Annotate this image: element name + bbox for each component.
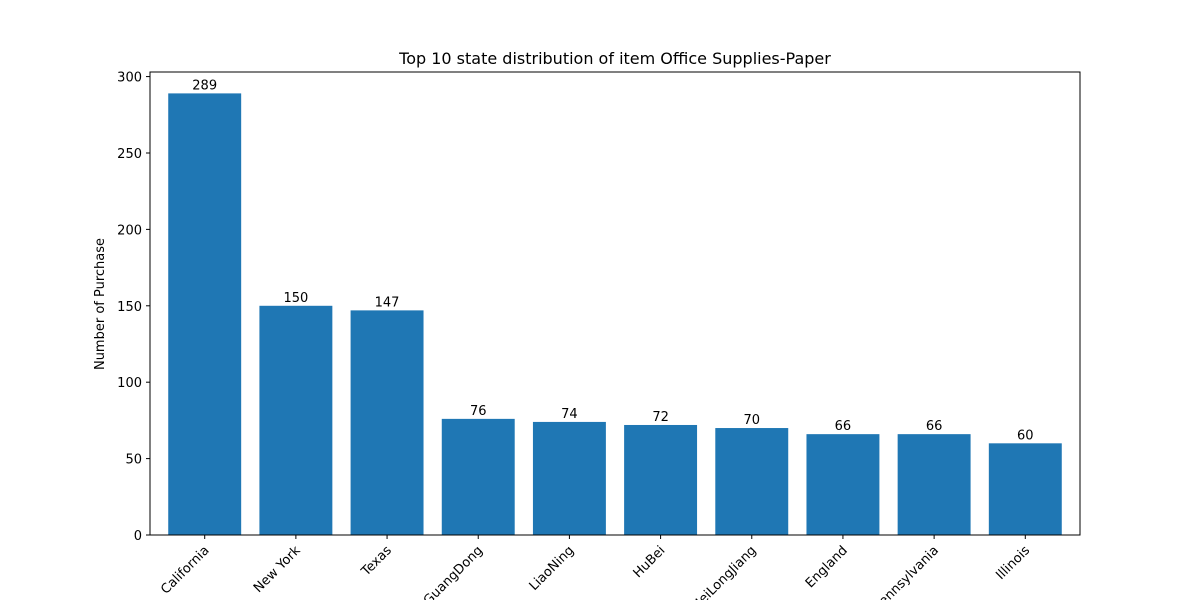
chart-title: Top 10 state distribution of item Office…	[398, 49, 831, 68]
plot-area-frame	[149, 71, 1081, 536]
x-tick-label: New York	[251, 543, 304, 596]
bar	[624, 424, 698, 535]
bar	[259, 305, 333, 535]
x-tick-label: Texas	[358, 543, 395, 580]
x-tick-label: HuBei	[631, 543, 669, 581]
x-tick-label: GuangDong	[421, 543, 486, 600]
bar	[897, 434, 971, 535]
bar-value-label: 76	[470, 404, 487, 419]
y-tick-label: 0	[134, 529, 142, 544]
bar-value-label: 150	[283, 291, 308, 306]
bar	[806, 434, 880, 535]
bar	[168, 93, 242, 536]
bar-value-label: 70	[743, 413, 760, 428]
y-tick-label: 300	[117, 71, 142, 86]
bar-value-label: 72	[652, 410, 669, 425]
y-tick-label: 50	[125, 453, 142, 468]
y-axis-label: Number of Purchase	[93, 238, 108, 370]
bars-group	[168, 93, 1062, 536]
bar	[441, 418, 515, 535]
x-tick-label: Illinois	[993, 543, 1033, 583]
x-tick-label: HeiLongJiang	[689, 543, 760, 600]
data-labels-group: 289 150 147 76 74 72 70 66 66 60	[192, 78, 1033, 443]
bar-value-label: 289	[192, 78, 217, 93]
x-axis-ticks: California New York Texas GuangDong LiaoNing…	[158, 535, 1033, 600]
bar-value-label: 147	[375, 295, 400, 310]
y-axis-ticks: 0 50 100 150 200 250 300	[117, 71, 150, 544]
bar-value-label: 66	[926, 419, 943, 434]
bar	[988, 443, 1062, 535]
bar-value-label: 74	[561, 407, 578, 422]
x-tick-label: England	[803, 543, 851, 591]
x-tick-label: Pennsylvania	[871, 543, 942, 600]
y-tick-label: 200	[117, 223, 142, 238]
bar	[715, 428, 789, 535]
bar	[532, 421, 606, 535]
x-tick-label: California	[158, 543, 212, 597]
bar	[350, 310, 424, 535]
bar-value-label: 60	[1017, 428, 1034, 443]
y-tick-label: 250	[117, 147, 142, 162]
y-tick-label: 100	[117, 376, 142, 391]
y-tick-label: 150	[117, 300, 142, 315]
x-tick-label: LiaoNing	[527, 543, 578, 594]
bar-value-label: 66	[835, 419, 852, 434]
